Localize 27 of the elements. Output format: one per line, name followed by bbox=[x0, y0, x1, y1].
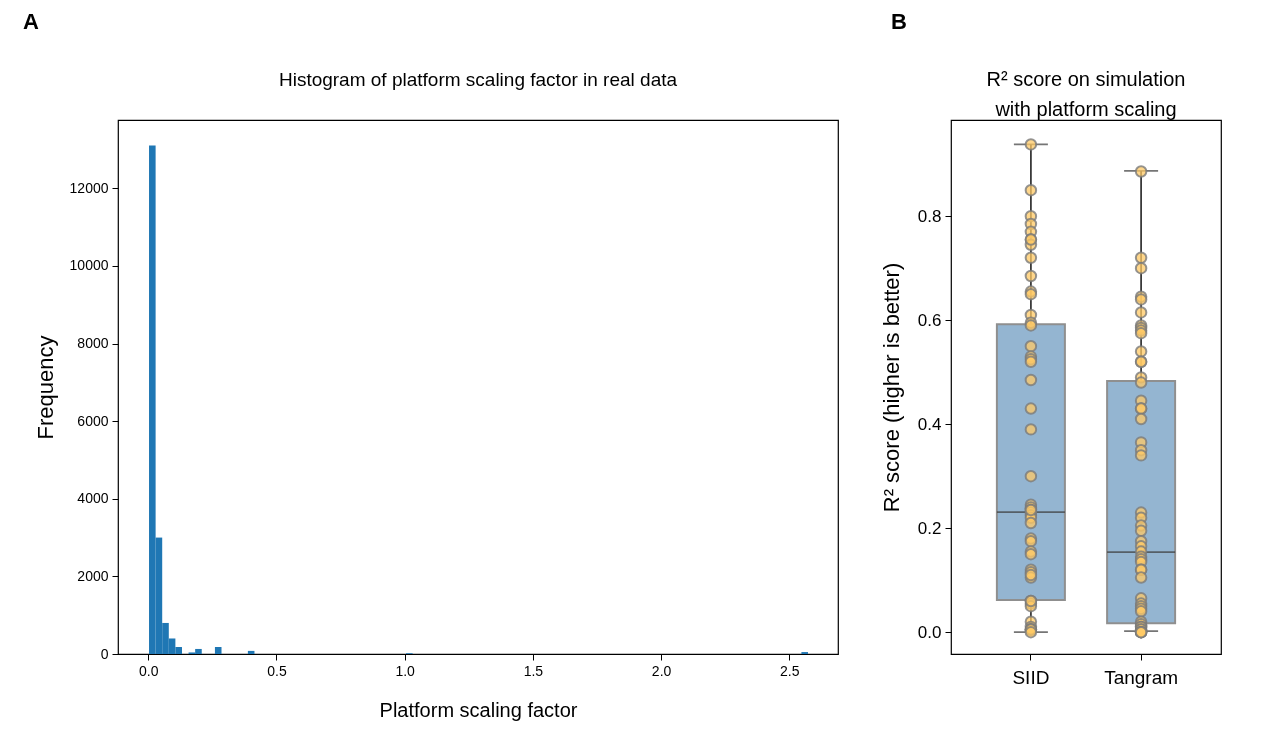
x-tick-label: SIID bbox=[1012, 666, 1050, 688]
y-tick-label: 0.0 bbox=[917, 622, 942, 642]
y-tick-label: 12000 bbox=[69, 179, 109, 196]
x-tick-label: 0.0 bbox=[139, 662, 159, 679]
text: B bbox=[891, 9, 907, 34]
chart-title: Histogram of platform scaling factor in real data bbox=[278, 69, 678, 90]
y-tick-label: 10000 bbox=[69, 257, 109, 274]
y-tick-label: 4000 bbox=[77, 490, 109, 507]
x-tick-label: 1.5 bbox=[523, 662, 544, 679]
text: A bbox=[23, 9, 39, 34]
x-tick-label: 1.0 bbox=[395, 662, 416, 679]
y-tick-label: 0.2 bbox=[917, 518, 942, 538]
x-tick-label: 0.5 bbox=[267, 662, 287, 679]
chart-title: R² score on simulation with platform scaling bbox=[986, 68, 1186, 120]
y-tick-label: 0.4 bbox=[917, 414, 942, 434]
y-tick-label: 0.8 bbox=[917, 206, 942, 226]
y-tick-label: 0.6 bbox=[917, 310, 942, 330]
x-tick-label: Tangram bbox=[1104, 666, 1179, 688]
x-axis-title: Platform scaling factor bbox=[379, 698, 578, 721]
y-tick-label: 0 bbox=[100, 645, 109, 662]
y-axis-title: R² score (higher is better) bbox=[878, 262, 904, 513]
x-tick-label: 2.5 bbox=[780, 662, 800, 679]
y-tick-label: 2000 bbox=[77, 567, 109, 584]
y-tick-label: 8000 bbox=[77, 335, 109, 352]
x-tick-label: 2.0 bbox=[651, 662, 672, 679]
y-tick-label: 6000 bbox=[77, 412, 109, 429]
y-axis-title: Frequency bbox=[32, 335, 58, 440]
